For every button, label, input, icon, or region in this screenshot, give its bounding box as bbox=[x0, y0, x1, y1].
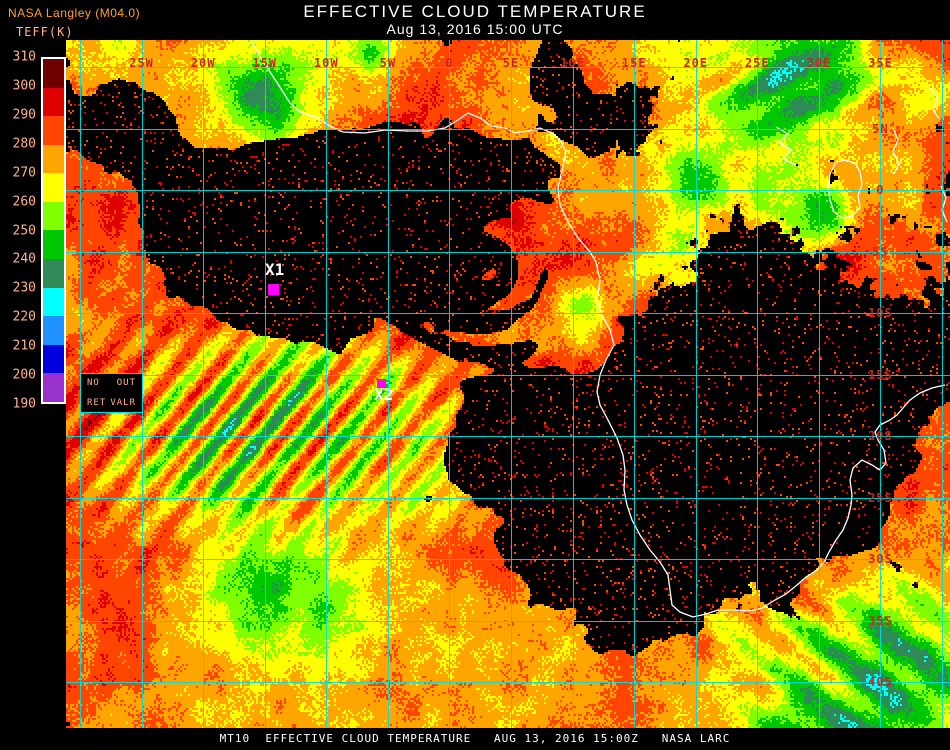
latitude-label: 20S bbox=[868, 429, 893, 443]
colorbar-tick-label: 270 bbox=[12, 165, 36, 181]
grid-line-vertical bbox=[510, 40, 512, 728]
colorbar-tick-label: 220 bbox=[12, 309, 36, 325]
colorbar-tick-label: 250 bbox=[12, 223, 36, 238]
colorbar-tick-label: 230 bbox=[12, 280, 36, 296]
colorbar-tick-label: 200 bbox=[12, 367, 36, 383]
grid-line-horizontal bbox=[66, 620, 950, 622]
longitude-label: 15W bbox=[252, 56, 278, 70]
grid-line-horizontal bbox=[66, 559, 950, 560]
longitude-label: 20W bbox=[190, 56, 216, 70]
colorbar-segment bbox=[43, 230, 64, 260]
colorbar-tick-label: 280 bbox=[12, 136, 36, 152]
marker-label: X2 bbox=[374, 385, 394, 404]
grid-line-vertical bbox=[634, 40, 636, 728]
colorbar-segment bbox=[43, 373, 64, 402]
longitude-label: 10W bbox=[313, 56, 339, 70]
latitude-label: 5N bbox=[872, 121, 889, 136]
legend-ret: RET bbox=[87, 398, 107, 408]
colorbar-segment bbox=[43, 173, 64, 202]
grid-line-horizontal bbox=[66, 190, 950, 191]
longitude-label: 25E bbox=[744, 56, 770, 70]
colorbar-segment bbox=[43, 144, 64, 174]
coastline-path bbox=[775, 126, 797, 166]
longitude-label: 0 bbox=[445, 56, 454, 70]
cloud-field-canvas bbox=[66, 40, 950, 728]
longitude-label: 35E bbox=[868, 56, 893, 70]
grid-line-horizontal bbox=[66, 436, 950, 437]
legend-row-1: NO OUT bbox=[87, 378, 136, 388]
grid-line-horizontal bbox=[66, 128, 950, 130]
colorbar-title: TEFF(K) bbox=[16, 25, 74, 39]
grid-line-vertical bbox=[572, 40, 574, 728]
grid-line-vertical bbox=[449, 40, 451, 728]
grid-line-horizontal bbox=[66, 497, 950, 499]
latitude-label: 35S bbox=[868, 613, 893, 628]
colorbar-tick-label: 310 bbox=[12, 49, 36, 65]
retrieval-legend-box: NO OUT RET VALR bbox=[80, 373, 143, 413]
page-subtitle: Aug 13, 2016 15:00 UTC bbox=[386, 21, 564, 37]
coastline-path bbox=[892, 127, 900, 175]
longitude-label: 10E bbox=[560, 56, 585, 70]
grid-line-vertical bbox=[326, 40, 328, 728]
grid-line-vertical bbox=[695, 40, 697, 728]
coastline-path bbox=[940, 185, 948, 223]
grid-line-vertical bbox=[757, 40, 759, 728]
colorbar-segment bbox=[43, 287, 64, 317]
longitude-label: 5W bbox=[379, 56, 397, 70]
marker-label: X1 bbox=[265, 260, 285, 279]
coastline-layer bbox=[251, 41, 948, 618]
colorbar-segment bbox=[43, 87, 64, 117]
latitude-label: 5S bbox=[872, 244, 889, 259]
marker-dot bbox=[268, 284, 279, 295]
footer-bar: MT10 EFFECTIVE CLOUD TEMPERATURE AUG 13,… bbox=[0, 728, 950, 750]
colorbar-tick-label: 300 bbox=[12, 78, 36, 94]
colorbar-segment bbox=[43, 259, 64, 288]
legend-out: OUT bbox=[116, 378, 136, 388]
longitude-label: 30E bbox=[806, 56, 832, 70]
grid-line-vertical bbox=[941, 40, 943, 728]
colorbar-tick-label: 290 bbox=[12, 107, 36, 123]
longitude-label: 25W bbox=[129, 56, 154, 70]
page-title: EFFECTIVE CLOUD TEMPERATURE bbox=[303, 2, 647, 21]
grid-line-horizontal bbox=[66, 67, 950, 68]
colorbar-tick-label: 210 bbox=[12, 338, 36, 354]
legend-no: NO bbox=[87, 378, 100, 388]
colorbar bbox=[41, 57, 66, 404]
brand-label: NASA Langley (M04.0) bbox=[8, 6, 141, 20]
longitude-label: 15E bbox=[621, 56, 647, 70]
longitude-label: 20E bbox=[683, 56, 709, 70]
grid-line-vertical bbox=[880, 40, 882, 728]
latitude-label: 10S bbox=[868, 306, 893, 320]
colorbar-tick-label: 190 bbox=[12, 396, 36, 412]
legend-row-2: RET VALR bbox=[87, 398, 136, 408]
latitude-label: 15S bbox=[868, 367, 893, 382]
colorbar-segment bbox=[43, 344, 64, 374]
coastline-path bbox=[251, 41, 946, 618]
map-area: 25W 20W 15W 10W 5W 0 5E 10E 15E 20E 25E 30E 35E 5N 0 5S… bbox=[66, 40, 950, 728]
colorbar-segment bbox=[43, 116, 64, 145]
latitude-label: 25S bbox=[868, 490, 893, 505]
grid-line-horizontal bbox=[66, 251, 950, 253]
latitude-label: 30S bbox=[868, 552, 893, 566]
colorbar-tick-label: 240 bbox=[12, 251, 36, 267]
marker-dot bbox=[377, 379, 386, 388]
colorbar-segment bbox=[43, 316, 64, 345]
grid-line-horizontal bbox=[66, 682, 950, 683]
colorbar-segment bbox=[43, 59, 64, 88]
grid-line-horizontal bbox=[66, 374, 950, 376]
legend-valr: VALR bbox=[110, 398, 136, 408]
grid-line-vertical bbox=[264, 40, 266, 728]
coastline-path bbox=[929, 87, 941, 121]
colorbar-segment bbox=[43, 201, 64, 231]
grid-line-vertical bbox=[387, 40, 389, 728]
coastline-path bbox=[827, 159, 863, 219]
latitude-label: 40S bbox=[868, 675, 893, 689]
latitude-label: 0 bbox=[876, 183, 885, 197]
grid-line-vertical bbox=[818, 40, 820, 728]
colorbar-tick-label: 260 bbox=[12, 194, 36, 210]
grid-line-vertical bbox=[203, 40, 205, 728]
longitude-label: 5E bbox=[502, 56, 520, 70]
grid-line-horizontal bbox=[66, 313, 950, 314]
